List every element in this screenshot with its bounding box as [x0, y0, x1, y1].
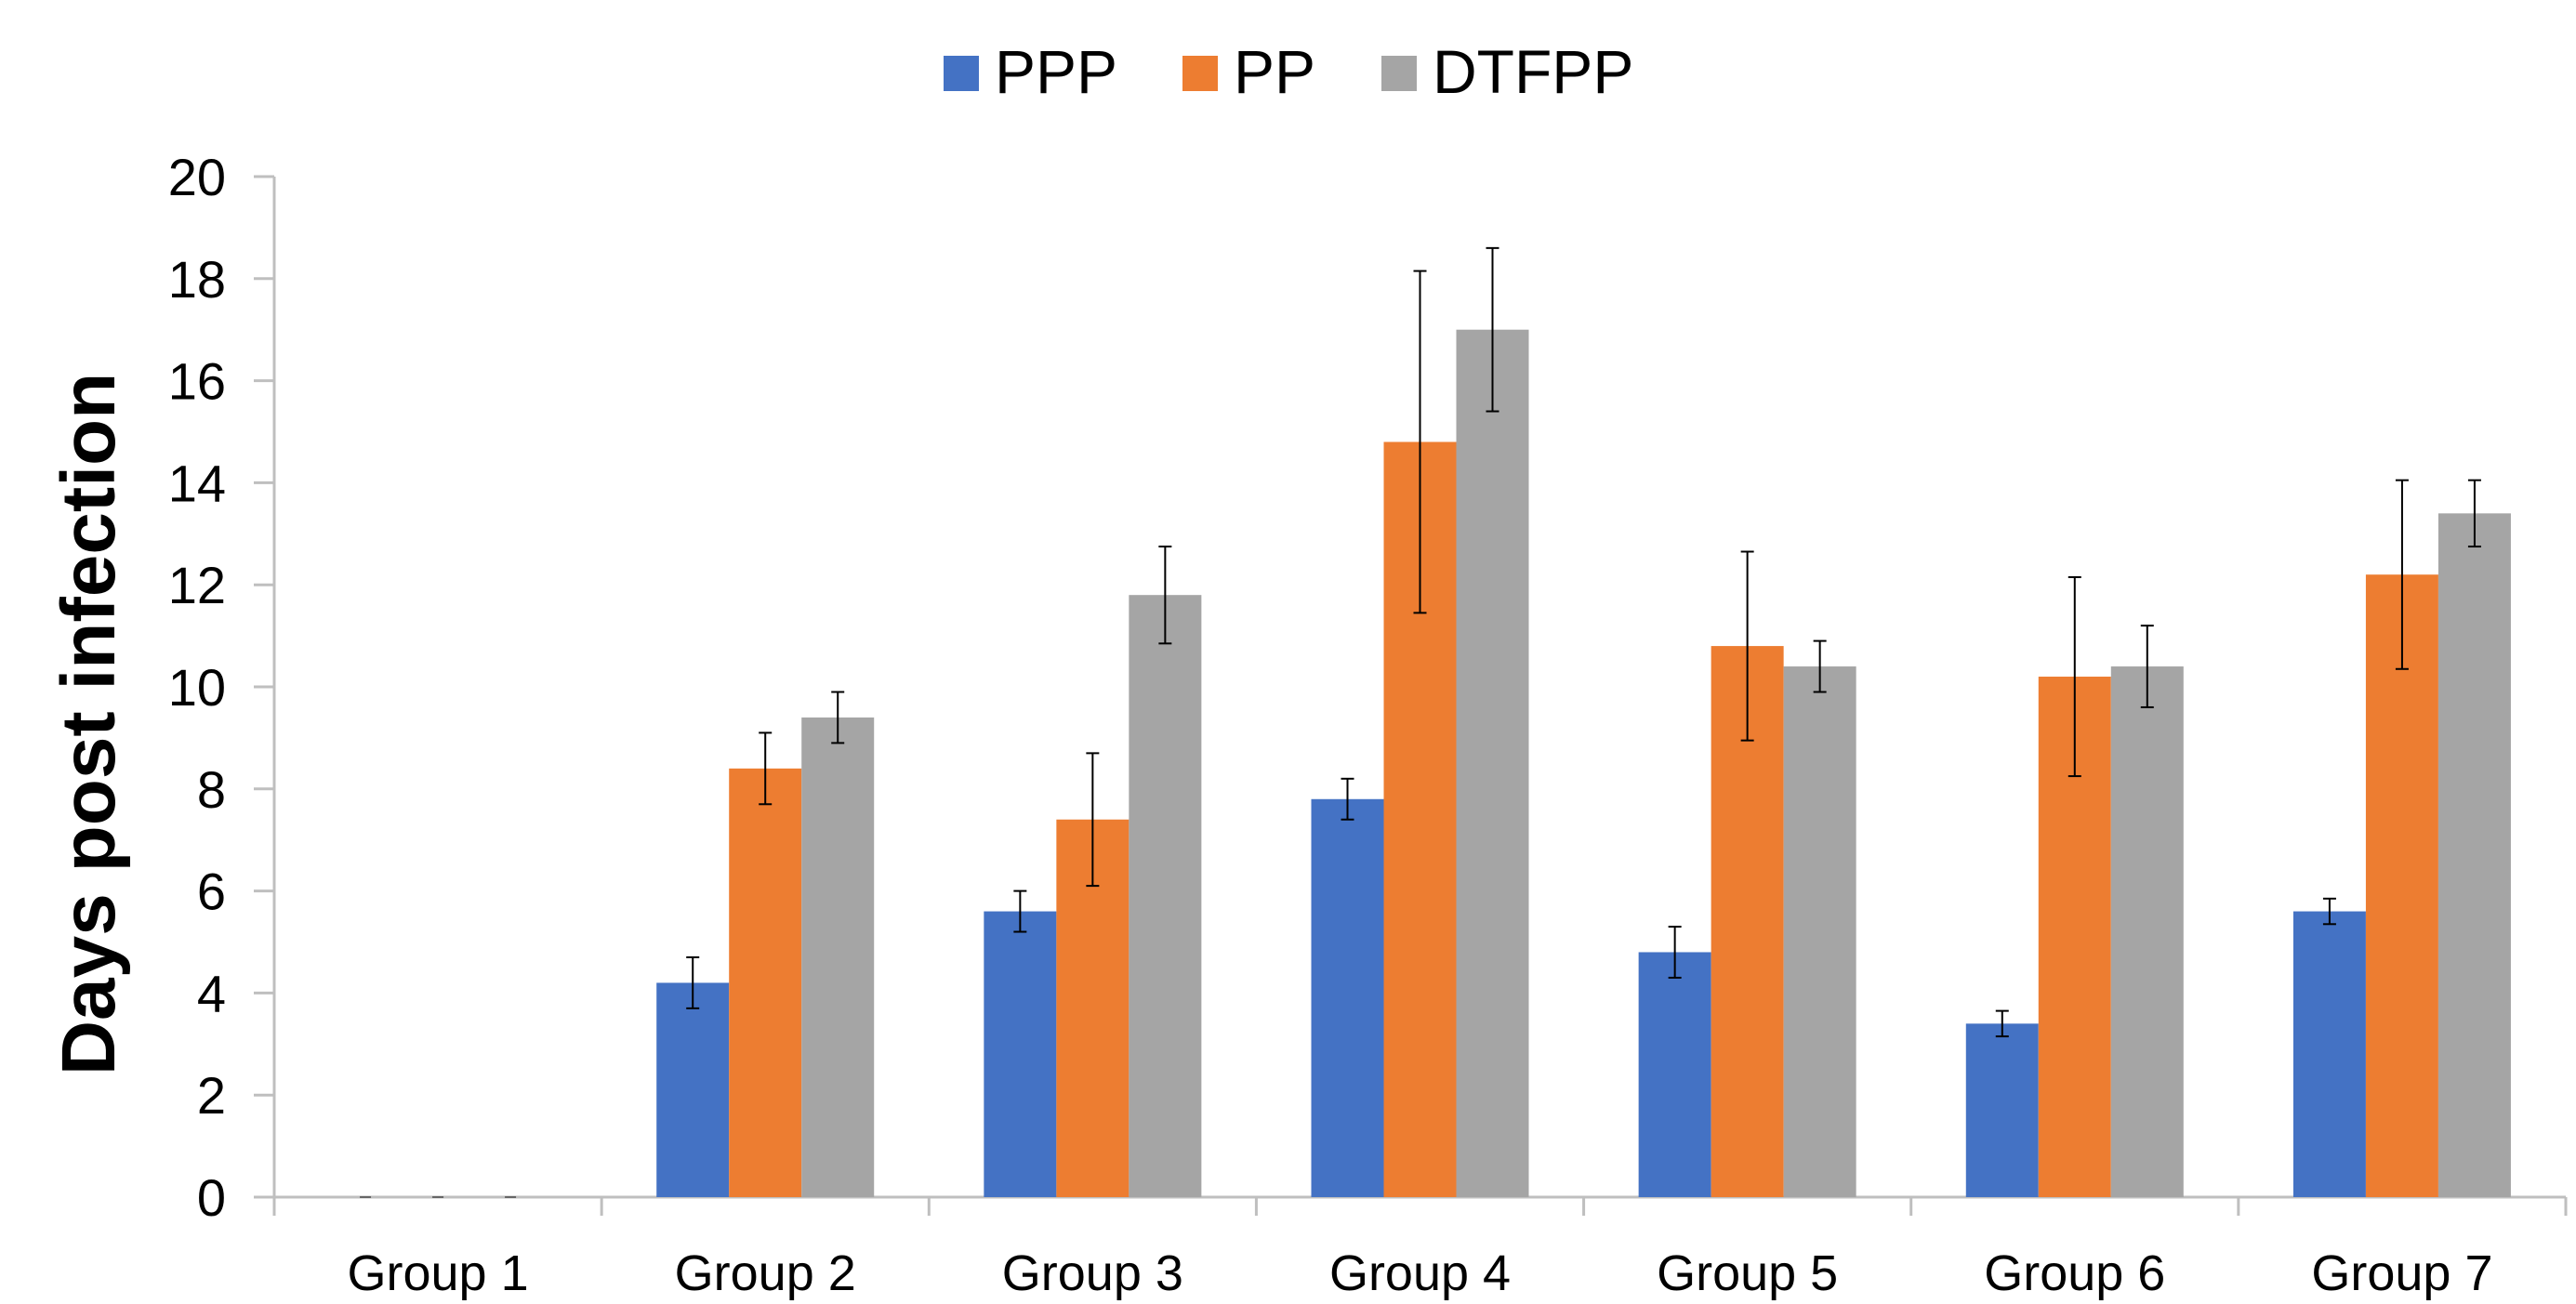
y-tick-label: 16	[168, 352, 226, 411]
bar-dtfpp-6	[2110, 666, 2184, 1197]
y-axis-title: Days post infection	[46, 373, 131, 1075]
bar-pp-7	[2365, 574, 2438, 1197]
y-tick-label: 2	[197, 1066, 226, 1125]
legend-item-pp: PP	[1182, 37, 1315, 106]
bars	[656, 329, 2511, 1198]
y-tick-label: 14	[168, 454, 226, 512]
error-bars	[360, 246, 2481, 1198]
bar-ppp-4	[1311, 798, 1384, 1197]
y-tick-label: 8	[197, 760, 226, 819]
bar-ppp-7	[2292, 911, 2366, 1197]
legend-label: DTFPP	[1433, 37, 1633, 106]
bar-dtfpp-3	[1129, 595, 1202, 1197]
legend-swatch	[944, 56, 979, 91]
legend-label: PPP	[995, 37, 1117, 106]
bar-dtfpp-2	[801, 717, 875, 1197]
legend-item-dtfpp: DTFPP	[1381, 37, 1633, 106]
legend-swatch	[1381, 56, 1417, 91]
bar-dtfpp-7	[2437, 513, 2511, 1197]
legend-label: PP	[1234, 37, 1315, 106]
bar-dtfpp-4	[1456, 329, 1529, 1197]
bar-pp-2	[729, 768, 802, 1197]
bar-dtfpp-5	[1783, 666, 1856, 1197]
x-tick-label: Group 3	[1002, 1245, 1183, 1301]
x-tick-label: Group 2	[675, 1245, 856, 1301]
y-tick-label: 6	[197, 863, 226, 921]
y-tick-label: 20	[168, 148, 226, 206]
bar-ppp-5	[1638, 952, 1711, 1197]
y-tick-label: 18	[168, 250, 226, 309]
bar-ppp-6	[1965, 1023, 2039, 1197]
legend: PPP PP DTFPP	[944, 37, 1633, 106]
legend-swatch	[1182, 56, 1218, 91]
legend-item-ppp: PPP	[944, 37, 1117, 106]
x-tick-label: Group 1	[348, 1245, 529, 1301]
y-tick-label: 10	[168, 658, 226, 717]
bar-ppp-2	[656, 982, 730, 1197]
y-tick-label: 0	[197, 1168, 226, 1227]
x-tick-label: Group 4	[1329, 1245, 1511, 1301]
axes: 0 2 4 6 8 10 12 14 16 18 20 Group 1 Group 2 Group 3 Gr…	[168, 148, 2568, 1301]
y-tick-label: 4	[197, 964, 226, 1022]
y-tick-label: 12	[168, 556, 226, 614]
x-tick-label: Group 5	[1657, 1245, 1838, 1301]
bar-ppp-3	[984, 911, 1057, 1197]
x-tick-label: Group 6	[1984, 1245, 2165, 1301]
x-tick-label: Group 7	[2311, 1245, 2492, 1301]
